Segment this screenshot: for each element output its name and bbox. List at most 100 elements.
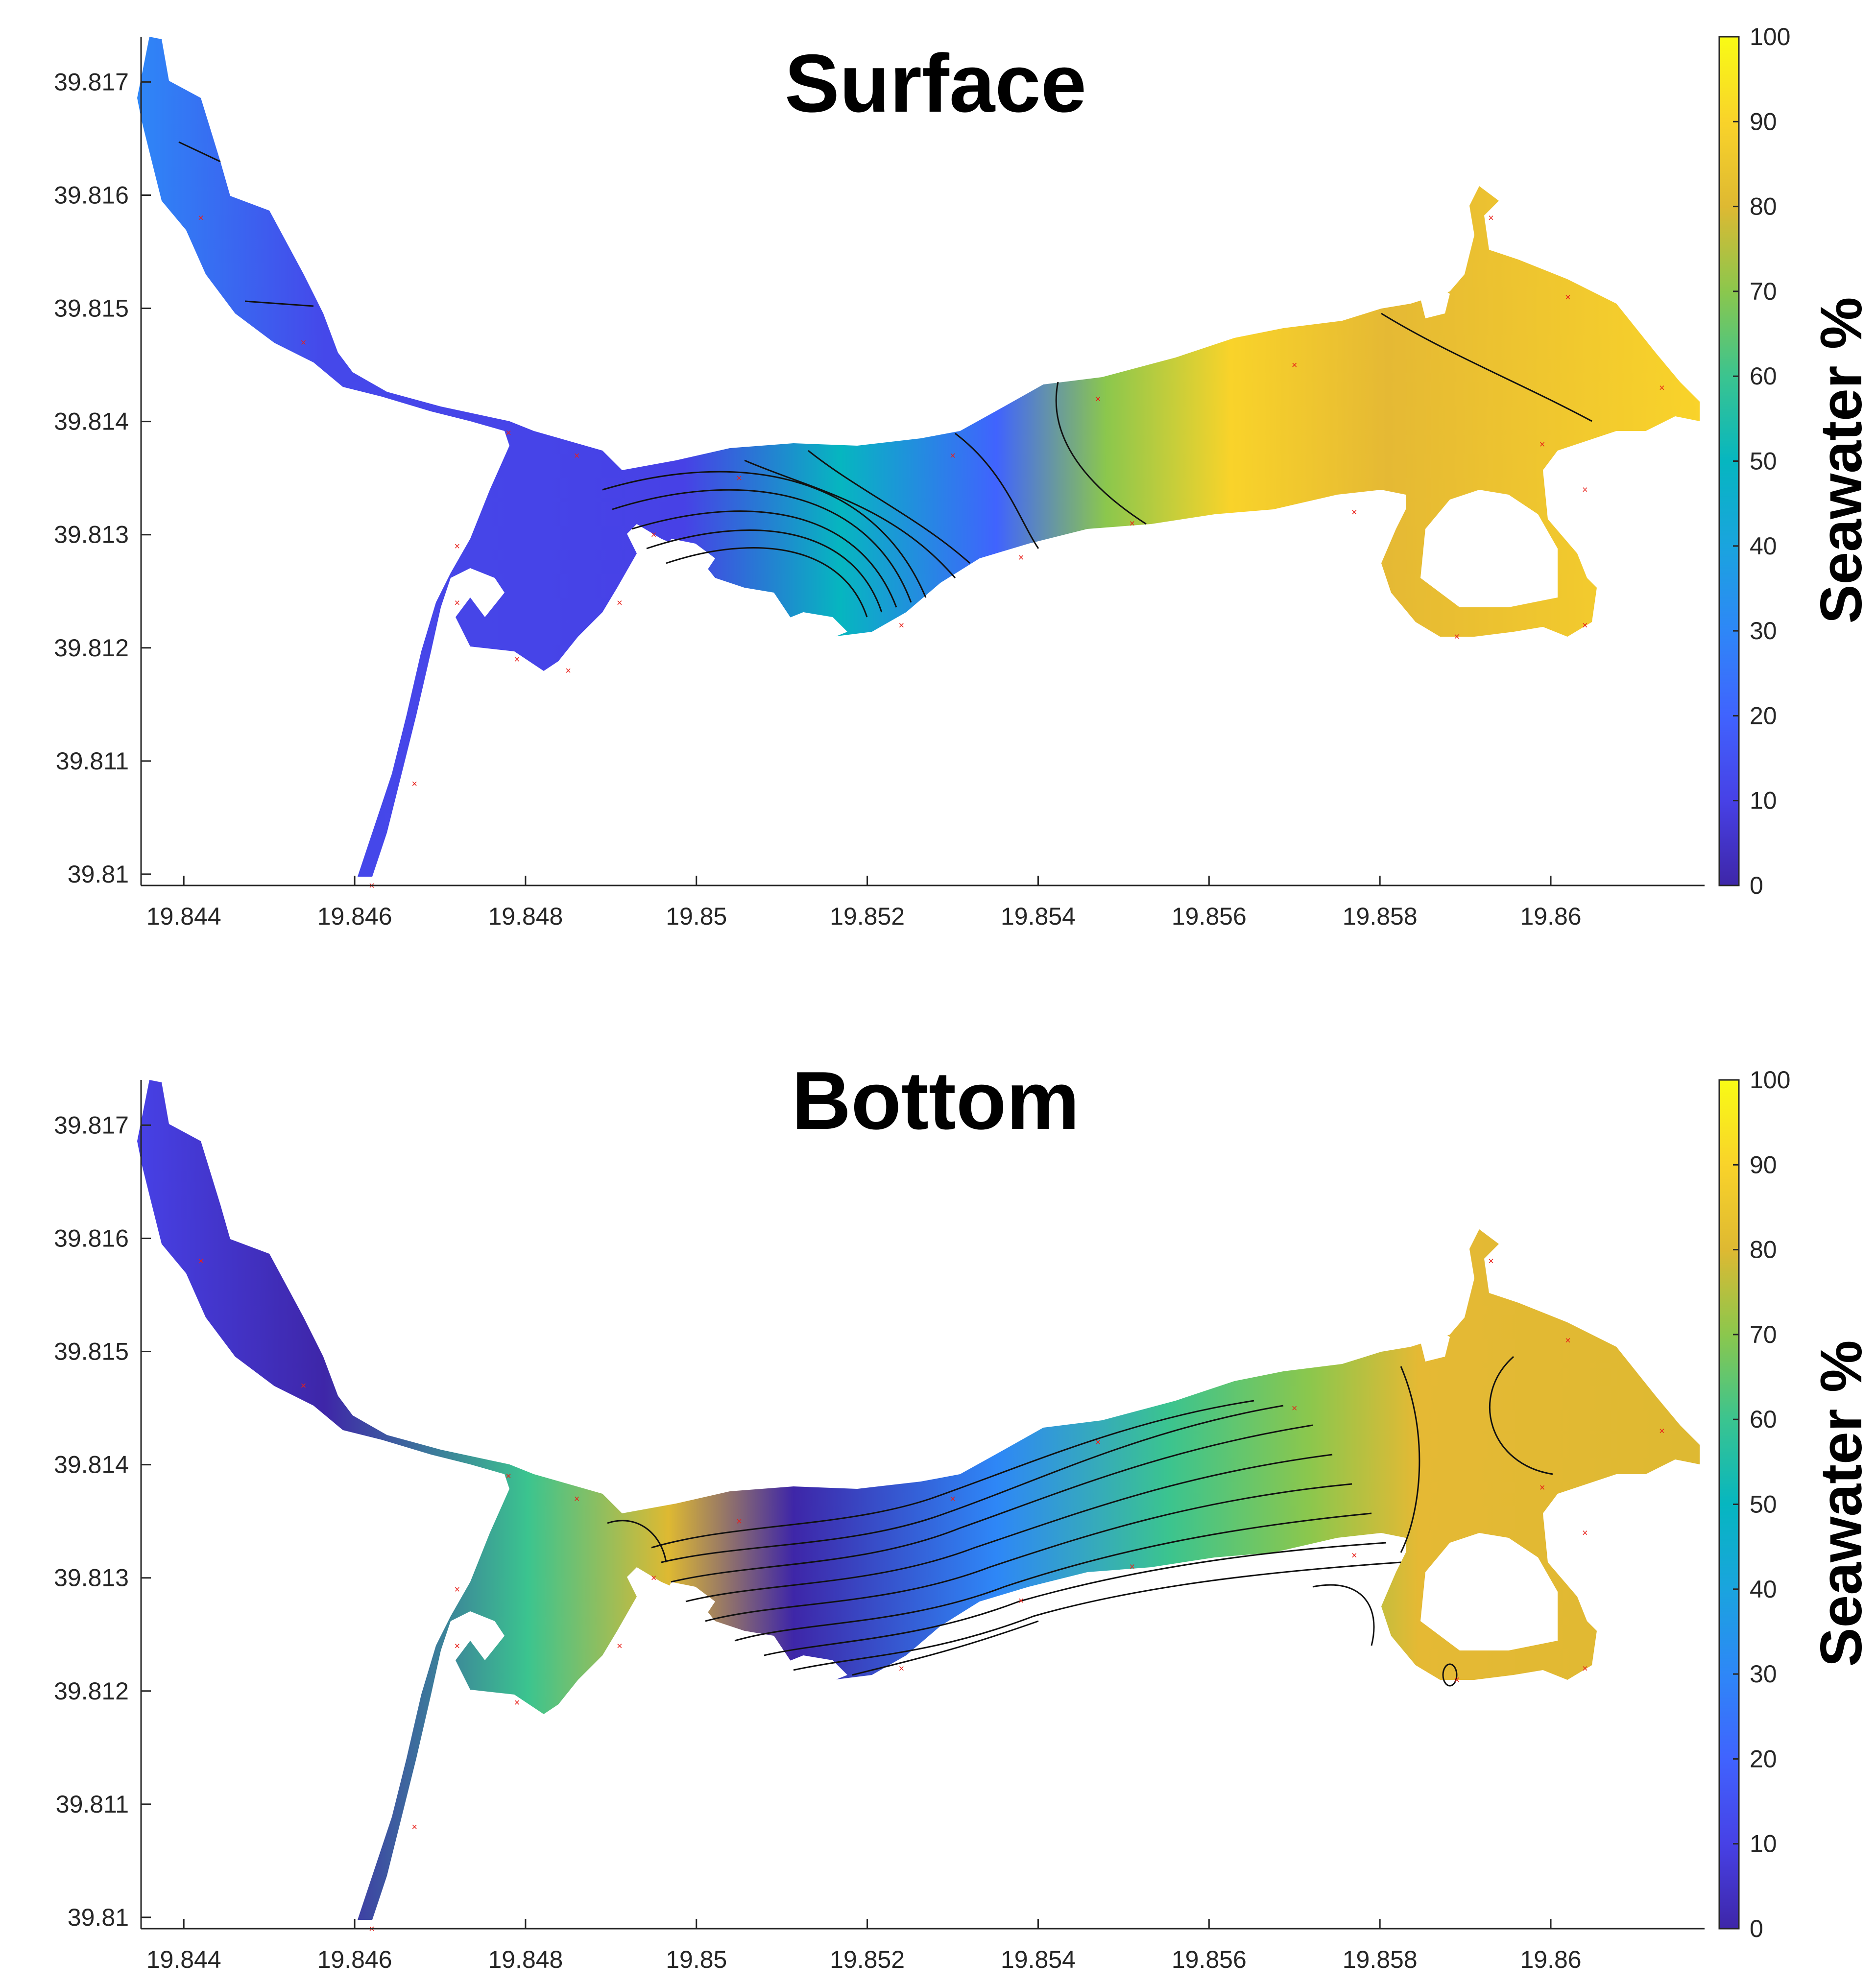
bottom-station-marker: ×	[736, 1516, 742, 1527]
surface-colorbar-tick-label: 10	[1750, 787, 1777, 814]
bottom-x-tick-label: 19.86	[1520, 1946, 1581, 1973]
bottom-contour-line	[852, 1620, 1039, 1676]
surface-island-2	[1420, 490, 1558, 607]
surface-colorbar-tick-label: 0	[1750, 872, 1763, 899]
surface-station-marker: ×	[1130, 519, 1135, 529]
surface-contour-line	[244, 300, 314, 307]
surface-lagoon	[137, 37, 1700, 877]
bottom-x-ticks: 19.844 19.846 19.848 19.85 19.852 19.854 19.85…	[146, 1919, 1582, 1973]
bottom-station-marker: ×	[1488, 1256, 1494, 1267]
surface-x-tick-label: 19.846	[317, 903, 392, 930]
bottom-station-marker: ×	[950, 1494, 956, 1505]
bottom-station-marker: ×	[617, 1641, 623, 1651]
bottom-contour-line	[1489, 1356, 1553, 1475]
surface-colorbar-tick-label: 40	[1750, 532, 1777, 560]
surface-contour-line	[646, 529, 883, 613]
surface-x-tick-label: 19.852	[830, 903, 905, 930]
bottom-colorbar-ticks: 0 10 20 30 40 50 60 70 80 90 100	[1733, 1066, 1790, 1942]
surface-station-marker: ×	[301, 337, 307, 348]
bottom-colorbar-tick-label: 30	[1750, 1660, 1777, 1688]
bottom-y-tick-label: 39.815	[54, 1338, 129, 1365]
surface-contour-line	[1381, 312, 1592, 422]
bottom-contours	[607, 1356, 1553, 1687]
surface-y-tick-label: 39.816	[54, 181, 129, 209]
bottom-contour-line	[651, 1400, 1254, 1549]
bottom-colorbar-tick-label: 20	[1750, 1745, 1777, 1772]
bottom-colorbar-tick-label: 0	[1750, 1915, 1763, 1942]
surface-contour-line	[1055, 382, 1147, 525]
surface-colorbar-label: Seawater %	[1808, 297, 1874, 623]
bottom-station-marker: ×	[1018, 1596, 1024, 1606]
bottom-y-tick-label: 39.813	[54, 1564, 129, 1592]
surface-colorbar-tick-label: 30	[1750, 617, 1777, 645]
bottom-station-marker: ×	[455, 1584, 460, 1595]
surface-y-tick-label: 39.814	[54, 408, 129, 435]
bottom-island-3	[1420, 1327, 1450, 1362]
surface-x-tick-label: 19.848	[488, 903, 563, 930]
bottom-colorbar: 0 10 20 30 40 50 60 70 80 90 100 Seawater %	[1718, 1066, 1874, 1942]
surface-contour-line	[602, 471, 927, 598]
surface-colorbar: 0 10 20 30 40 50 60 70 80 90 100 Seawater %	[1718, 23, 1874, 899]
bottom-x-tick-label: 19.844	[146, 1946, 221, 1973]
surface-axes: 19.844 19.846 19.848 19.85 19.852 19.854 19.85…	[54, 37, 1705, 930]
bottom-colorbar-tick-label: 10	[1750, 1830, 1777, 1858]
bottom-contour-closed	[1442, 1663, 1458, 1687]
surface-station-marker: ×	[1582, 484, 1588, 495]
bottom-contour-line	[1312, 1584, 1375, 1646]
bottom-y-tick-label: 39.811	[56, 1791, 129, 1818]
surface-station-marker: ×	[565, 666, 571, 676]
bottom-station-marker: ×	[505, 1471, 511, 1482]
bottom-y-tick-label: 39.814	[54, 1451, 129, 1479]
bottom-station-marker: ×	[651, 1573, 657, 1584]
surface-colorbar-tick-label: 90	[1750, 108, 1777, 135]
bottom-title: Bottom	[792, 1054, 1080, 1147]
bottom-panel: Bottom × × × × × × × × × × ×	[54, 1054, 1874, 1973]
bottom-y-ticks: 39.81 39.811 39.812 39.813 39.814 39.815 39.81…	[54, 1111, 151, 1931]
surface-water-body	[137, 37, 1700, 877]
bottom-station-marker: ×	[1582, 1664, 1588, 1674]
surface-y-tick-label: 39.815	[54, 295, 129, 322]
bottom-station-marker: ×	[455, 1641, 460, 1651]
surface-island-4	[779, 612, 847, 642]
bottom-station-marker: ×	[574, 1494, 580, 1505]
surface-y-tick-label: 39.817	[54, 68, 129, 96]
surface-contour-line	[631, 510, 897, 608]
surface-contour-line	[612, 489, 912, 603]
bottom-station-marker: ×	[411, 1822, 417, 1833]
surface-station-marker: ×	[1582, 621, 1588, 631]
surface-station-marker: ×	[198, 213, 204, 224]
bottom-station-marker: ×	[1292, 1403, 1298, 1414]
bottom-contour-line	[793, 1561, 1401, 1671]
surface-x-tick-label: 19.858	[1343, 903, 1418, 930]
surface-title: Surface	[785, 37, 1086, 129]
bottom-station-marker: ×	[198, 1256, 204, 1267]
surface-station-marker: ×	[505, 428, 511, 439]
bottom-station-marker: ×	[899, 1664, 905, 1674]
bottom-x-tick-label: 19.85	[666, 1946, 727, 1973]
surface-station-marker: ×	[1095, 394, 1101, 405]
bottom-station-marker: ×	[514, 1697, 520, 1708]
bottom-contour-line	[1400, 1366, 1420, 1553]
surface-contour-line	[808, 450, 971, 564]
surface-colorbar-tick-label: 70	[1750, 278, 1777, 305]
bottom-stations: ××××××××××××××××××××××××××	[198, 1256, 1664, 1935]
bottom-x-tick-label: 19.854	[1001, 1946, 1076, 1973]
surface-colorbar-tick-label: 80	[1750, 193, 1777, 220]
surface-station-marker: ×	[1454, 632, 1460, 643]
bottom-colorbar-tick-label: 70	[1750, 1321, 1777, 1348]
surface-station-marker: ×	[1539, 439, 1545, 450]
surface-x-tick-label: 19.86	[1520, 903, 1581, 930]
bottom-y-tick-label: 39.812	[54, 1677, 129, 1705]
surface-station-marker: ×	[899, 621, 905, 631]
bottom-x-tick-label: 19.858	[1343, 1946, 1418, 1973]
bottom-contour-line	[607, 1520, 667, 1563]
surface-colorbar-tick-label: 100	[1750, 23, 1790, 50]
bottom-contour-line	[764, 1542, 1387, 1656]
surface-station-marker: ×	[574, 451, 580, 461]
bottom-contour-line	[705, 1483, 1352, 1622]
surface-contour-line	[744, 459, 956, 578]
bottom-station-marker: ×	[1454, 1675, 1460, 1686]
surface-colorbar-tick-label: 50	[1750, 448, 1777, 475]
bottom-y-tick-label: 39.816	[54, 1224, 129, 1252]
surface-station-marker: ×	[1565, 292, 1571, 303]
